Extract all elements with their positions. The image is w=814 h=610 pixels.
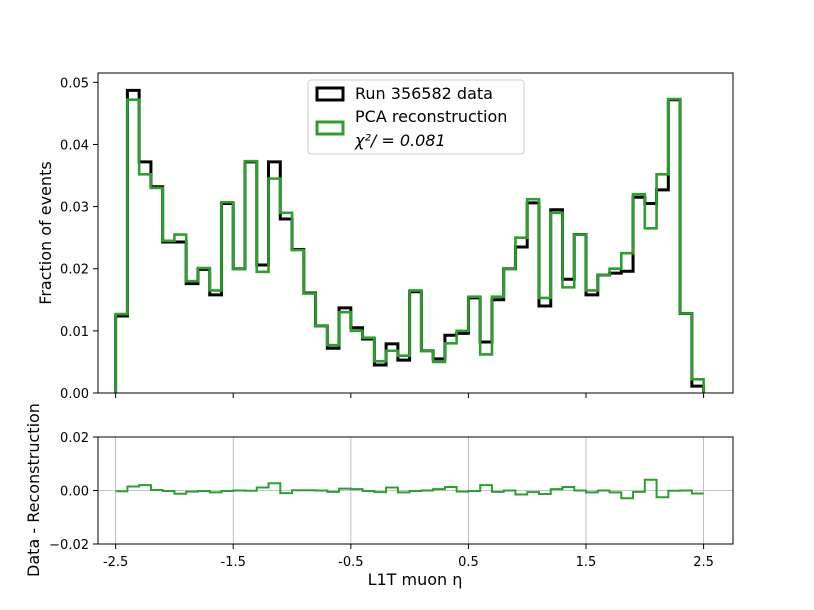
legend-box (307, 79, 525, 155)
bottom-x-tick-label: 1.5 (576, 555, 597, 570)
legend-swatch-data (315, 86, 345, 102)
legend: Run 356582 data PCA reconstruction χ²/ =… (307, 79, 525, 155)
legend-label-reconstruction: PCA reconstruction (355, 107, 507, 126)
bottom-x-tick-label: -0.5 (338, 555, 363, 570)
top-y-tick-label: 0.05 (60, 76, 89, 91)
bottom-x-tick-label: 0.5 (458, 555, 479, 570)
top-y-ticks: 0.00 0.01 0.02 0.03 0.04 0.05 (60, 76, 98, 402)
legend-label-data: Run 356582 data (355, 84, 493, 103)
legend-chi2-text: χ²/ = 0.081 (354, 131, 446, 150)
bottom-x-tick-label: -1.5 (221, 555, 246, 570)
top-y-tick-label: 0.04 (60, 138, 89, 153)
top-axes-frame (97, 72, 734, 394)
top-histogram-lines (114, 88, 706, 393)
top-x-ticks (115, 393, 705, 398)
bottom-x-ticks: -2.5 -1.5 -0.5 0.5 1.5 2.5 (103, 544, 714, 570)
bottom-y-tick-label: 0.00 (60, 485, 89, 500)
bottom-y-tick-label: −0.02 (49, 538, 89, 553)
top-y-tick-label: 0.01 (60, 325, 89, 340)
top-y-tick-label: 0.03 (60, 201, 89, 216)
legend-swatch-reconstruction (315, 120, 345, 136)
top-y-axis-label: Fraction of events (36, 161, 55, 304)
top-panel: 0.00 0.01 0.02 0.03 0.04 0.05 Fraction of eve… (36, 72, 734, 402)
bottom-x-tick-label: -2.5 (103, 555, 128, 570)
bottom-y-axis-label: Data - Reconstruction (24, 403, 43, 577)
x-axis-label: L1T muon η (368, 570, 463, 589)
top-y-tick-label: 0.02 (60, 263, 89, 278)
bottom-y-tick-label: 0.02 (60, 431, 89, 446)
bottom-y-ticks: −0.02 0.00 0.02 (49, 431, 98, 553)
reconstruction-histogram-line (114, 97, 705, 393)
bottom-x-tick-label: 2.5 (693, 555, 714, 570)
bottom-panel: −0.02 0.00 0.02 -2.5 -1.5 -0.5 0.5 1.5 2.5 Data… (24, 403, 734, 589)
residual-line (115, 478, 704, 500)
top-y-tick-label: 0.00 (60, 387, 89, 402)
bottom-histogram-line (115, 478, 704, 500)
